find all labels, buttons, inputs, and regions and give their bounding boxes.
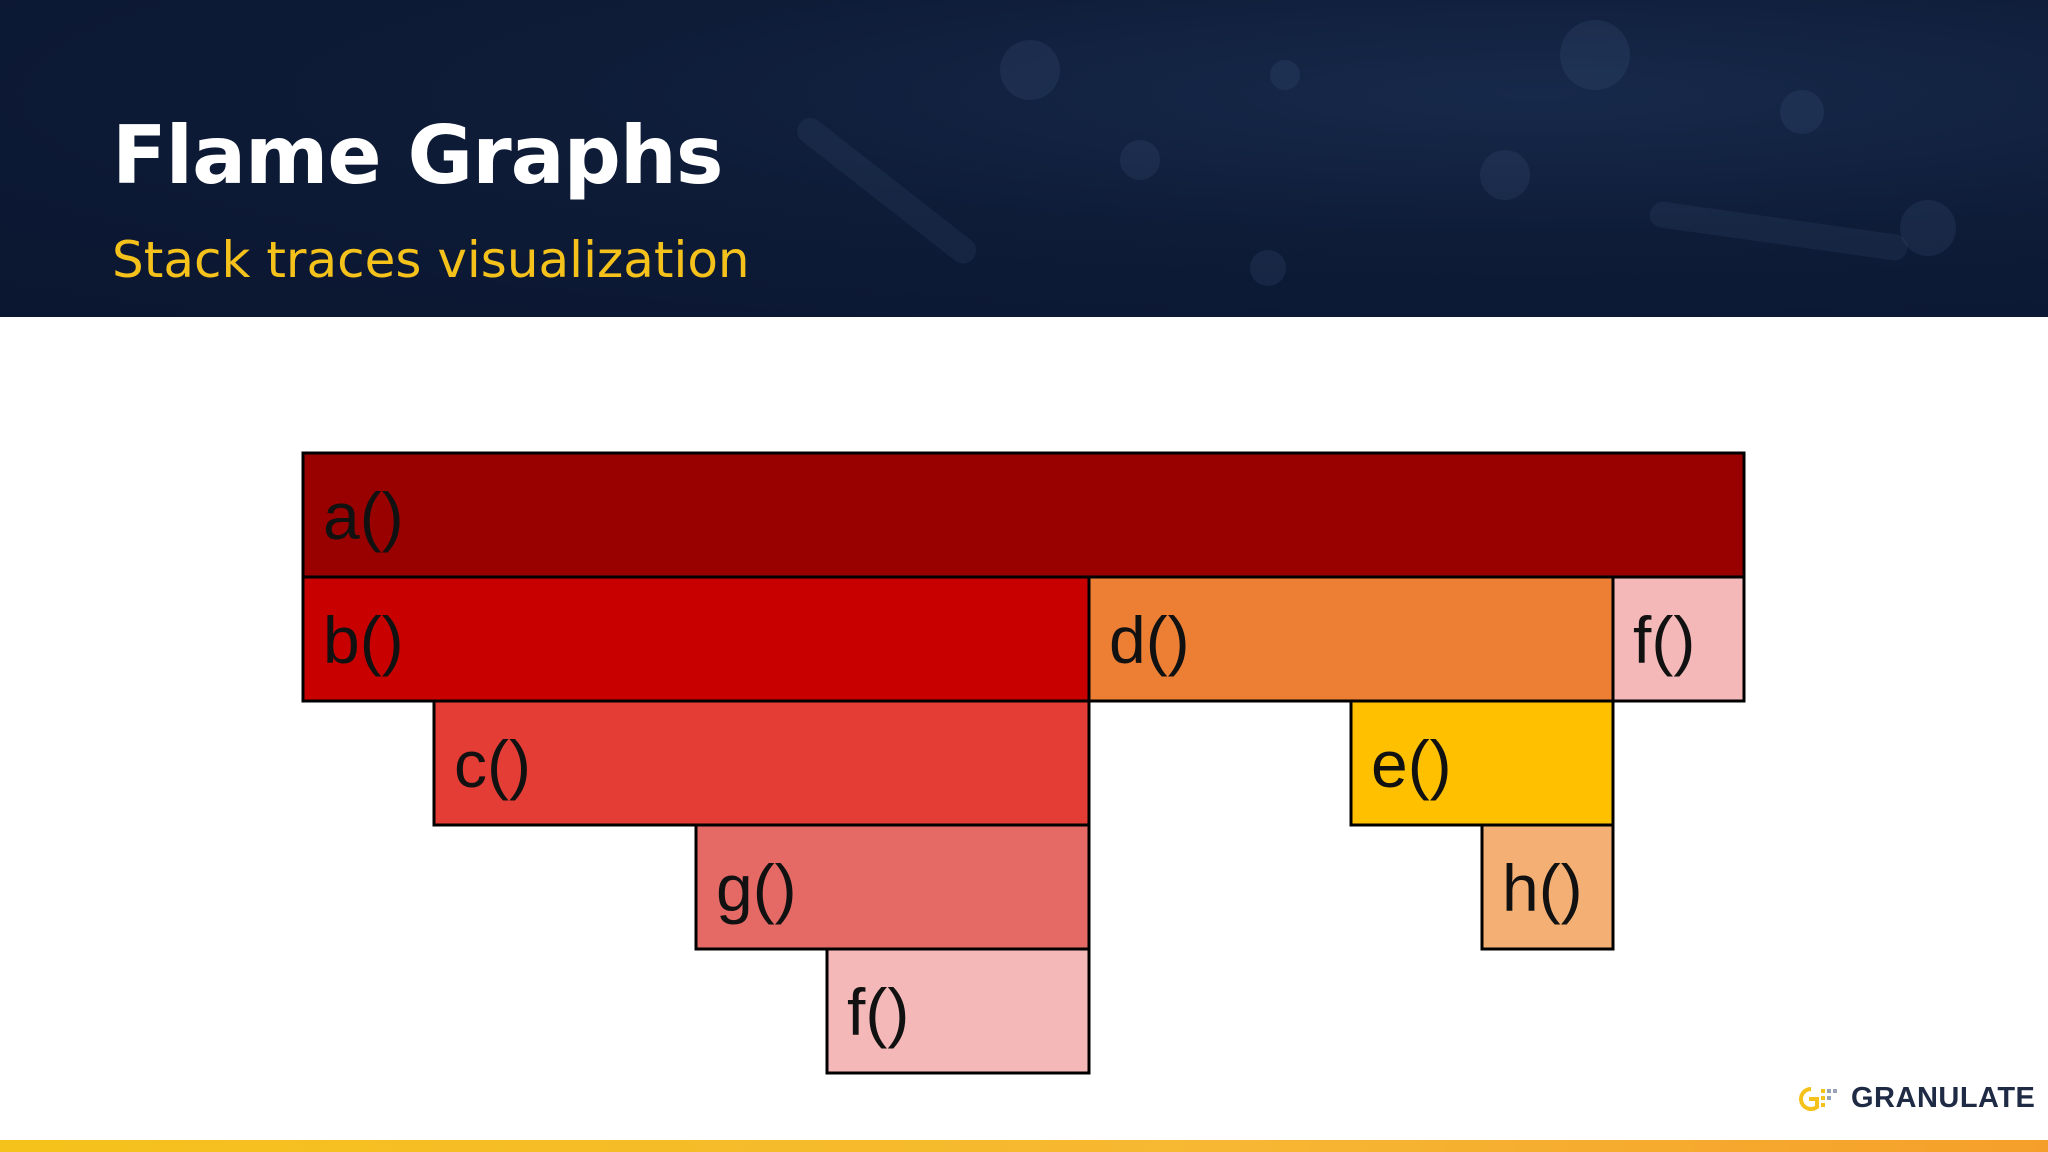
bokeh-dot	[1270, 60, 1300, 90]
stack-frame: c()	[432, 699, 1091, 827]
frame-label: h()	[1502, 851, 1583, 925]
stack-frame: f()	[825, 947, 1091, 1075]
slide-header: Flame Graphs Stack traces visualization	[0, 0, 2048, 317]
bokeh-dot	[1250, 250, 1286, 286]
bokeh-dot	[1780, 90, 1824, 134]
frame-rect	[694, 823, 1091, 951]
stack-frame: e()	[1349, 699, 1615, 827]
stack-frame: b()	[301, 575, 1091, 703]
stack-frame: a()	[301, 451, 1746, 579]
frame-rect	[825, 947, 1091, 1075]
accent-bar	[0, 1140, 2048, 1152]
bokeh-dot	[1000, 40, 1060, 100]
slide-subtitle: Stack traces visualization	[112, 231, 750, 289]
frame-label: c()	[454, 727, 531, 801]
frame-label: g()	[716, 851, 797, 925]
frame-label: a()	[323, 479, 404, 553]
frame-rect	[301, 575, 1091, 703]
bokeh-dot	[1480, 150, 1530, 200]
stack-frame: g()	[694, 823, 1091, 951]
frame-rect	[1611, 575, 1746, 703]
frame-label: f()	[1633, 603, 1695, 677]
stack-frame: d()	[1087, 575, 1615, 703]
frame-label: b()	[323, 603, 404, 677]
flame-graph: a() b() d() f() c() e() g() h() f()	[301, 451, 1746, 1075]
slide-title: Flame Graphs	[112, 109, 723, 202]
bokeh-dot	[1560, 20, 1630, 90]
bokeh-dot	[1120, 140, 1160, 180]
granulate-logo-icon	[1799, 1086, 1837, 1111]
frame-rect	[432, 699, 1091, 827]
frame-label: d()	[1109, 603, 1190, 677]
stack-frame: f()	[1611, 575, 1746, 703]
bokeh-dot	[1900, 200, 1956, 256]
frame-label: e()	[1371, 727, 1452, 801]
logo-wordmark: GRANULATE	[1851, 1082, 2036, 1114]
frame-label: f()	[847, 975, 909, 1049]
frame-rect	[1480, 823, 1615, 951]
stack-frame: h()	[1480, 823, 1615, 951]
granulate-logo: GRANULATE	[1795, 1082, 2035, 1115]
frame-rect	[301, 451, 1746, 579]
